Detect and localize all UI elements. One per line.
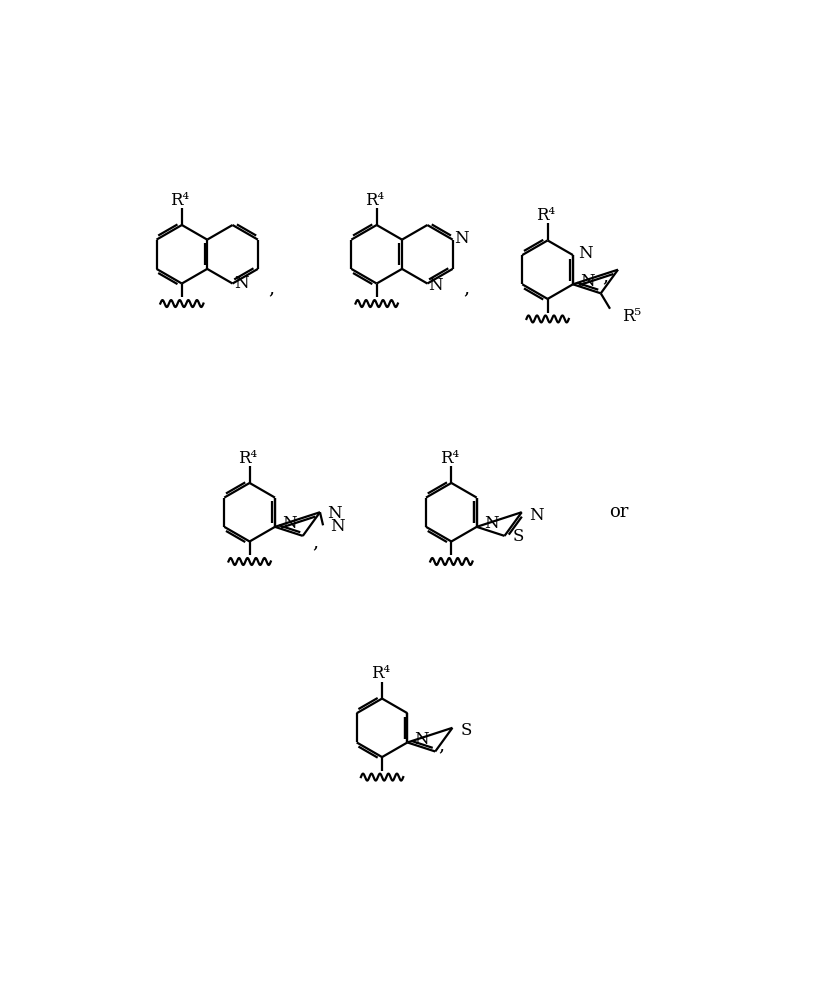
Text: R⁴: R⁴ <box>365 192 384 209</box>
Text: N: N <box>414 731 429 748</box>
Text: N: N <box>484 515 498 532</box>
Text: N: N <box>579 245 593 262</box>
Text: ,: , <box>464 279 470 297</box>
Text: N: N <box>528 507 543 524</box>
Text: N: N <box>580 273 595 290</box>
Text: ,: , <box>312 533 318 551</box>
Text: S: S <box>512 528 523 545</box>
Text: N: N <box>234 275 249 292</box>
Text: N: N <box>428 277 444 294</box>
Text: N: N <box>282 515 297 532</box>
Text: N: N <box>454 230 469 247</box>
Text: N: N <box>330 518 344 536</box>
Text: ,: , <box>602 267 608 286</box>
Text: ,: , <box>438 736 444 754</box>
Text: R⁴: R⁴ <box>170 192 189 209</box>
Text: R⁴: R⁴ <box>371 665 390 682</box>
Text: R⁵: R⁵ <box>622 308 641 325</box>
Text: R⁴: R⁴ <box>440 450 459 467</box>
Text: or: or <box>610 503 629 521</box>
Text: R⁴: R⁴ <box>239 450 258 467</box>
Text: S: S <box>460 722 471 739</box>
Text: ,: , <box>269 279 275 297</box>
Text: N: N <box>327 505 342 522</box>
Text: R⁴: R⁴ <box>537 207 555 224</box>
